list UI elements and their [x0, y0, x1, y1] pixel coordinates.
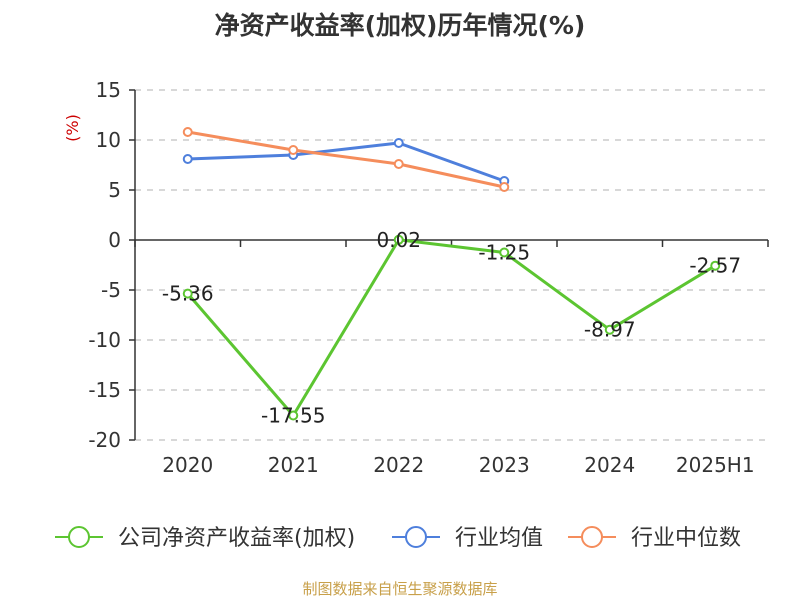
data-labels: -5.36 -17.55 0.02 -1.25 -8.97 -2.57: [162, 228, 741, 428]
series-line: [186, 238, 717, 417]
x-tick-label: 2025H1: [676, 453, 755, 477]
legend-marker: [405, 526, 427, 548]
series-line: [187, 130, 505, 189]
chart-title: 净资产收益率(加权)历年情况(%): [214, 11, 586, 40]
data-point: [393, 159, 404, 169]
y-axis-label: (%): [63, 114, 82, 142]
data-label: -17.55: [261, 404, 325, 428]
y-tick-label: 5: [108, 178, 121, 202]
data-label: 0.02: [376, 228, 421, 252]
data-point: [393, 234, 404, 245]
y-tick-label: -5: [101, 278, 121, 302]
series-lines: [182, 127, 721, 421]
data-point: [499, 247, 510, 258]
y-tick-label: -20: [88, 428, 121, 452]
data-point: [604, 324, 615, 335]
data-point: [393, 138, 404, 148]
data-label: -1.25: [478, 241, 530, 265]
legend-label: 行业均值: [455, 526, 543, 551]
y-tick-label: 10: [96, 128, 121, 152]
y-tick-label: -10: [88, 328, 121, 352]
series-line: [187, 141, 505, 183]
legend-label: 行业中位数: [631, 526, 741, 551]
x-tick-label: 2021: [268, 453, 319, 477]
legend-marker: [581, 526, 603, 548]
data-point: [182, 288, 193, 299]
data-label: -8.97: [584, 318, 636, 342]
x-tick-label: 2023: [479, 453, 530, 477]
source-note: 制图数据来自恒生聚源数据库: [302, 580, 498, 598]
x-tick-label: 2022: [373, 453, 424, 477]
legend-marker: [68, 526, 90, 548]
data-point: [288, 145, 299, 155]
data-label: -2.57: [689, 254, 741, 278]
data-label: -5.36: [162, 282, 214, 306]
data-point: [710, 260, 721, 271]
x-tick-label: 2020: [162, 453, 213, 477]
data-point: [182, 127, 193, 137]
y-tick-label: 15: [96, 78, 121, 102]
data-point: [182, 154, 193, 164]
data-point: [499, 182, 510, 192]
grid-lines: [135, 89, 768, 441]
y-tick-label: -15: [88, 378, 121, 402]
axes: 15 10 5 0 -5 -10 -15 -20 2020 2021 2022 2023 2024 202…: [88, 78, 769, 477]
data-point: [288, 410, 299, 421]
legend-label: 公司净资产收益率(加权): [118, 526, 355, 551]
x-tick-label: 2024: [584, 453, 635, 477]
y-tick-label: 0: [108, 228, 121, 252]
legend: 公司净资产收益率(加权) 行业均值 行业中位数: [55, 526, 741, 551]
